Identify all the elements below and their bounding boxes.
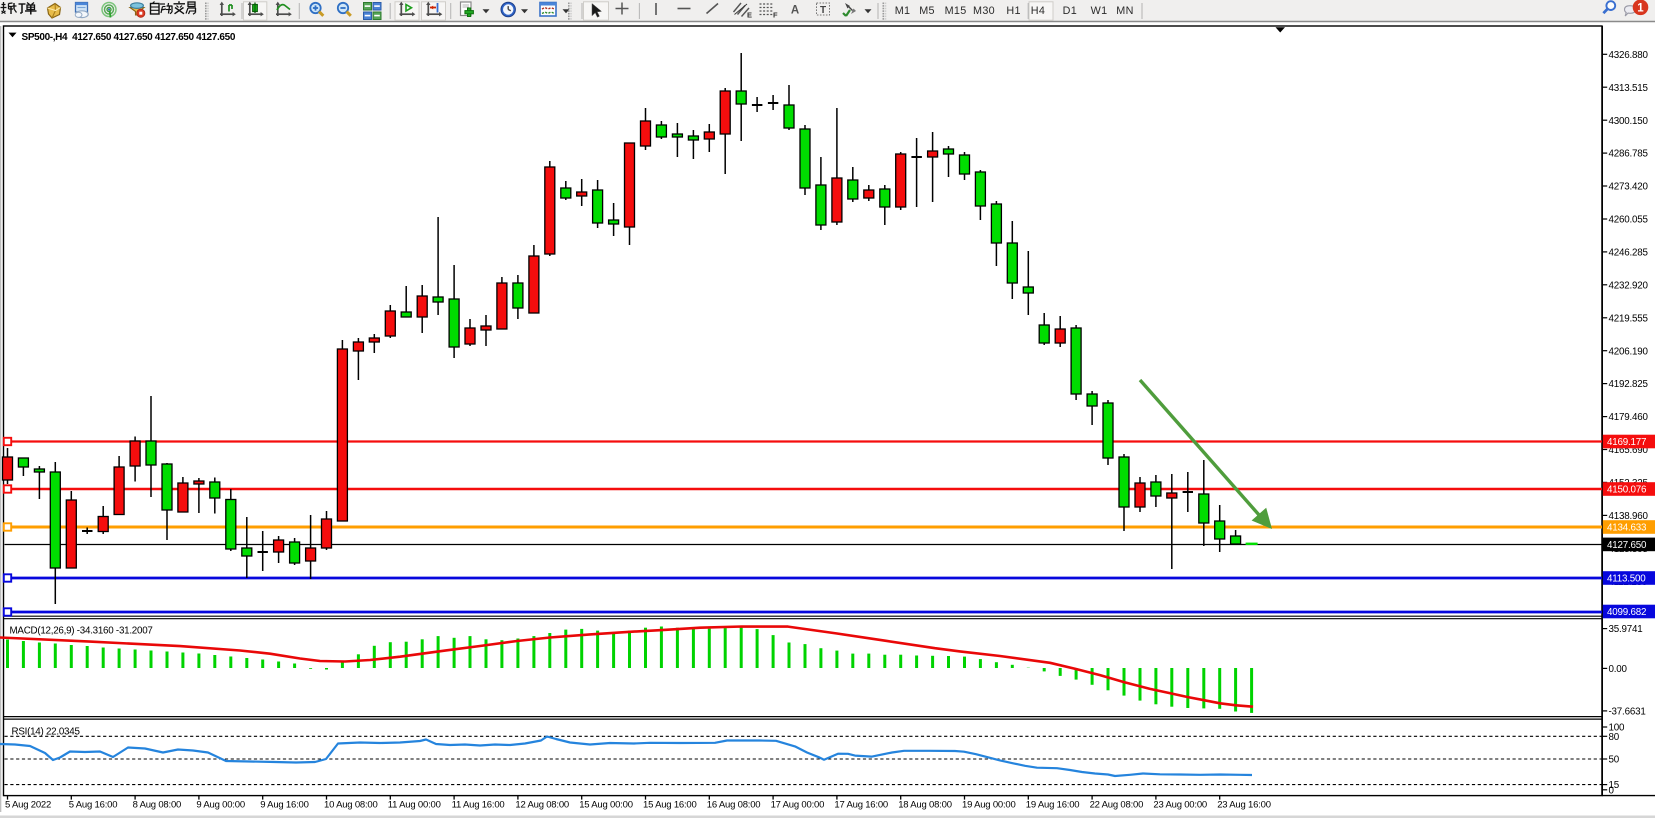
svg-text:4150.076: 4150.076 — [1607, 485, 1647, 496]
svg-text:4179.460: 4179.460 — [1609, 412, 1649, 423]
svg-text:0: 0 — [1609, 785, 1615, 796]
svg-text:4246.285: 4246.285 — [1609, 248, 1649, 259]
svg-text:11 Aug 00:00: 11 Aug 00:00 — [388, 800, 441, 811]
svg-text:M5: M5 — [919, 5, 935, 17]
svg-text:4134.633: 4134.633 — [1607, 523, 1647, 534]
svg-text:12 Aug 08:00: 12 Aug 08:00 — [515, 800, 569, 811]
svg-text:RSI(14) 22.0345: RSI(14) 22.0345 — [12, 727, 81, 738]
svg-text:15 Aug 16:00: 15 Aug 16:00 — [643, 800, 697, 811]
svg-text:T: T — [820, 5, 826, 16]
svg-text:4206.190: 4206.190 — [1609, 346, 1649, 357]
svg-text:4219.555: 4219.555 — [1609, 313, 1649, 324]
svg-text:8 Aug 08:00: 8 Aug 08:00 — [133, 800, 182, 811]
svg-text:18 Aug 08:00: 18 Aug 08:00 — [898, 800, 952, 811]
svg-text:1: 1 — [1637, 2, 1644, 14]
svg-text:H4: H4 — [1031, 5, 1045, 17]
svg-text:M30: M30 — [973, 5, 995, 17]
svg-text:SP500-,H4 4127.650 4127.650 4: SP500-,H4 4127.650 4127.650 4127.650 412… — [22, 32, 236, 43]
svg-text:4099.682: 4099.682 — [1607, 607, 1646, 618]
svg-text:W1: W1 — [1091, 5, 1108, 17]
svg-text:15 Aug 00:00: 15 Aug 00:00 — [579, 800, 633, 811]
svg-text:4273.420: 4273.420 — [1609, 182, 1649, 193]
svg-text:11 Aug 16:00: 11 Aug 16:00 — [452, 800, 505, 811]
svg-text:MACD(12,26,9) -34.3160 -31.200: MACD(12,26,9) -34.3160 -31.2007 — [10, 626, 153, 637]
svg-text:D1: D1 — [1063, 5, 1077, 17]
svg-text:E: E — [747, 11, 752, 20]
svg-text:16 Aug 08:00: 16 Aug 08:00 — [707, 800, 761, 811]
svg-text:4165.690: 4165.690 — [1609, 445, 1649, 456]
svg-text:F: F — [773, 11, 778, 20]
svg-text:9 Aug 16:00: 9 Aug 16:00 — [260, 800, 309, 811]
svg-text:35.9741: 35.9741 — [1609, 624, 1643, 635]
svg-text:M1: M1 — [895, 5, 911, 17]
svg-text:15: 15 — [1609, 780, 1620, 791]
svg-text:19 Aug 16:00: 19 Aug 16:00 — [1026, 800, 1080, 811]
svg-text:10 Aug 08:00: 10 Aug 08:00 — [324, 800, 378, 811]
svg-text:4313.515: 4313.515 — [1609, 83, 1649, 94]
svg-text:4192.825: 4192.825 — [1609, 379, 1649, 390]
svg-text:4232.920: 4232.920 — [1609, 280, 1649, 291]
svg-text:M15: M15 — [945, 5, 967, 17]
svg-text:4127.650: 4127.650 — [1607, 540, 1647, 551]
svg-text:4138.960: 4138.960 — [1609, 511, 1649, 522]
svg-text:100: 100 — [1609, 723, 1625, 734]
svg-text:4286.785: 4286.785 — [1609, 149, 1649, 160]
svg-text:5 Aug 16:00: 5 Aug 16:00 — [69, 800, 118, 811]
svg-text:23 Aug 16:00: 23 Aug 16:00 — [1217, 800, 1271, 811]
svg-text:17 Aug 00:00: 17 Aug 00:00 — [771, 800, 825, 811]
svg-text:17 Aug 16:00: 17 Aug 16:00 — [834, 800, 888, 811]
svg-text:4300.150: 4300.150 — [1609, 116, 1649, 127]
svg-text:23 Aug 00:00: 23 Aug 00:00 — [1153, 800, 1207, 811]
svg-text:4260.055: 4260.055 — [1609, 215, 1649, 226]
svg-text:4169.177: 4169.177 — [1607, 437, 1646, 448]
svg-text:MN: MN — [1116, 5, 1133, 17]
svg-text:4113.500: 4113.500 — [1607, 574, 1646, 585]
svg-text:-37.6631: -37.6631 — [1609, 707, 1646, 718]
svg-text:4326.880: 4326.880 — [1609, 50, 1649, 61]
svg-text:22 Aug 08:00: 22 Aug 08:00 — [1090, 800, 1144, 811]
svg-text:80: 80 — [1609, 732, 1620, 743]
svg-text:50: 50 — [1609, 755, 1620, 766]
svg-text:19 Aug 00:00: 19 Aug 00:00 — [962, 800, 1016, 811]
svg-text:H1: H1 — [1006, 5, 1020, 17]
svg-text:A: A — [791, 5, 799, 17]
svg-text:9 Aug 00:00: 9 Aug 00:00 — [196, 800, 245, 811]
svg-text:5 Aug 2022: 5 Aug 2022 — [5, 800, 51, 811]
svg-text:0.00: 0.00 — [1609, 664, 1628, 675]
